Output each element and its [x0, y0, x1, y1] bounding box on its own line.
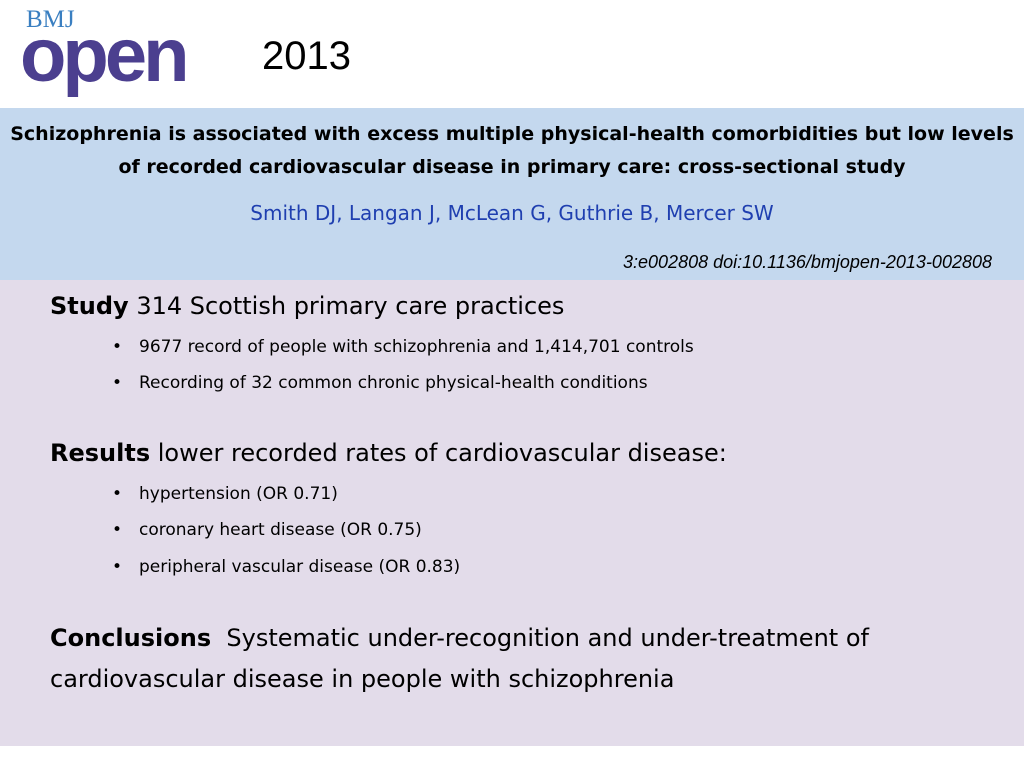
list-item: • hypertension (OR 0.71) [112, 484, 338, 504]
body-band [0, 280, 1024, 746]
study-text: 314 Scottish primary care practices [136, 292, 565, 320]
study-bullet: 9677 record of people with schizophrenia… [139, 337, 694, 357]
results-text: lower recorded rates of cardiovascular d… [157, 439, 727, 467]
results-heading: Results [50, 439, 151, 467]
study-heading: Study [50, 292, 129, 320]
logo-open-text: open [20, 13, 190, 98]
study-bullet: Recording of 32 common chronic physical-… [139, 373, 648, 393]
conclusions-text: Systematic under-recognition and under-t… [50, 624, 869, 693]
results-bullet: peripheral vascular disease (OR 0.83) [139, 557, 461, 577]
logo-bmj-text: BMJ [26, 6, 75, 33]
results-bullet: coronary heart disease (OR 0.75) [139, 520, 422, 540]
list-item: • Recording of 32 common chronic physical… [112, 373, 648, 393]
study-section: Study 314 Scottish primary care practice… [50, 286, 564, 326]
citation: 3:e002808 doi:10.1136/bmjopen-2013-00280… [623, 252, 992, 272]
bullet-glyph: • [112, 373, 123, 393]
authors: Smith DJ, Langan J, McLean G, Guthrie B,… [250, 201, 774, 225]
bullet-glyph: • [112, 484, 123, 504]
list-item: • peripheral vascular disease (OR 0.83) [112, 557, 460, 577]
list-item: • 9677 record of people with schizophreni… [112, 337, 694, 357]
bmj-open-logo: BMJ open [14, 0, 270, 108]
results-bullet: hypertension (OR 0.71) [139, 484, 338, 504]
bullet-glyph: • [112, 337, 123, 357]
results-section: Results lower recorded rates of cardiova… [50, 433, 727, 473]
list-item: • coronary heart disease (OR 0.75) [112, 520, 422, 540]
header-band [0, 108, 1024, 280]
conclusions-section: Conclusions Systematic under-recognition… [50, 618, 1010, 700]
bullet-glyph: • [112, 520, 123, 540]
bullet-glyph: • [112, 557, 123, 577]
publication-year: 2013 [262, 34, 351, 78]
paper-title: Schizophrenia is associated with excess … [10, 123, 1014, 178]
conclusions-heading: Conclusions [50, 624, 212, 652]
